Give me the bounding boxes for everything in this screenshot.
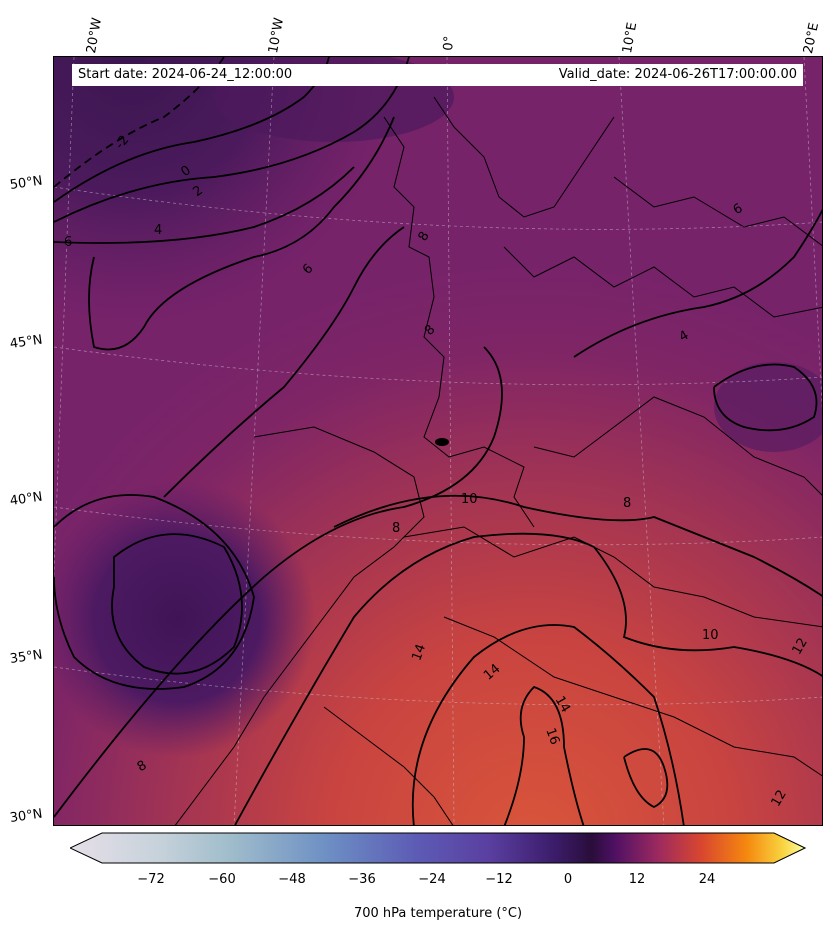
lon-label-20e: 20°E	[801, 21, 823, 56]
colorbar-tick: −24	[418, 872, 446, 887]
contour-10	[333, 494, 822, 597]
lat-label-30n: 30°N	[8, 806, 44, 826]
contour-16	[503, 685, 585, 825]
colorbar-body	[70, 832, 806, 864]
colorbar	[70, 832, 806, 864]
start-date-text: Start date: 2024-06-24_12:00:00	[78, 67, 293, 82]
contour-label-10-east: 10	[702, 628, 719, 643]
graticule	[54, 57, 822, 825]
contour-14	[411, 624, 685, 825]
contour-label-10: 10	[461, 492, 478, 507]
lat-label-50n: 50°N	[8, 173, 44, 193]
contour-low-4	[54, 494, 255, 690]
lat-label-45n: 45°N	[8, 332, 44, 352]
colorbar-tick: 12	[628, 872, 646, 887]
contour-8	[54, 346, 503, 818]
lon-label-20w: 20°W	[84, 16, 106, 55]
colorbar-tick: −48	[278, 872, 306, 887]
land-dot	[435, 438, 449, 446]
lon-label-0: 0°	[441, 35, 458, 52]
lat-label-35n: 35°N	[8, 647, 44, 667]
colorbar-tick: 24	[698, 872, 716, 887]
contours	[54, 57, 822, 825]
map-panel[interactable]: -2 0 2 4 6 6 8 8 8 8 8 10 10 12 12 14 14…	[53, 56, 823, 826]
colorbar-tick: −72	[137, 872, 165, 887]
contour-label-8-central: 8	[392, 521, 401, 536]
contour-6-mid	[163, 226, 405, 498]
temperature-field-map	[54, 57, 822, 825]
contour-12	[234, 532, 822, 825]
coastlines	[174, 96, 822, 825]
contour-4-east	[713, 363, 818, 432]
colorbar-tick: −12	[485, 872, 513, 887]
colorbar-tick: −36	[348, 872, 376, 887]
contour-label-8-east: 8	[623, 496, 632, 511]
contour-label-6-west: 6	[64, 235, 73, 250]
colorbar-label: 700 hPa temperature (°C)	[353, 906, 523, 921]
colorbar-tick: −60	[208, 872, 236, 887]
lon-label-10e: 10°E	[620, 21, 641, 55]
valid-date-text: Valid_date: 2024-06-26T17:00:00.00	[558, 67, 797, 82]
contour-14-east	[623, 748, 669, 809]
info-bar: Start date: 2024-06-24_12:00:00 Valid_da…	[72, 64, 803, 86]
contour-minus2	[54, 57, 225, 188]
lon-label-10w: 10°W	[266, 16, 288, 55]
contour-6-west	[88, 116, 395, 351]
colorbar-tick: 0	[563, 872, 573, 887]
contour-low-2	[111, 533, 243, 675]
contour-6-east	[573, 208, 822, 358]
field-cold-east	[714, 362, 822, 452]
lat-label-40n: 40°N	[8, 489, 44, 509]
contour-label-4: 4	[154, 223, 163, 238]
